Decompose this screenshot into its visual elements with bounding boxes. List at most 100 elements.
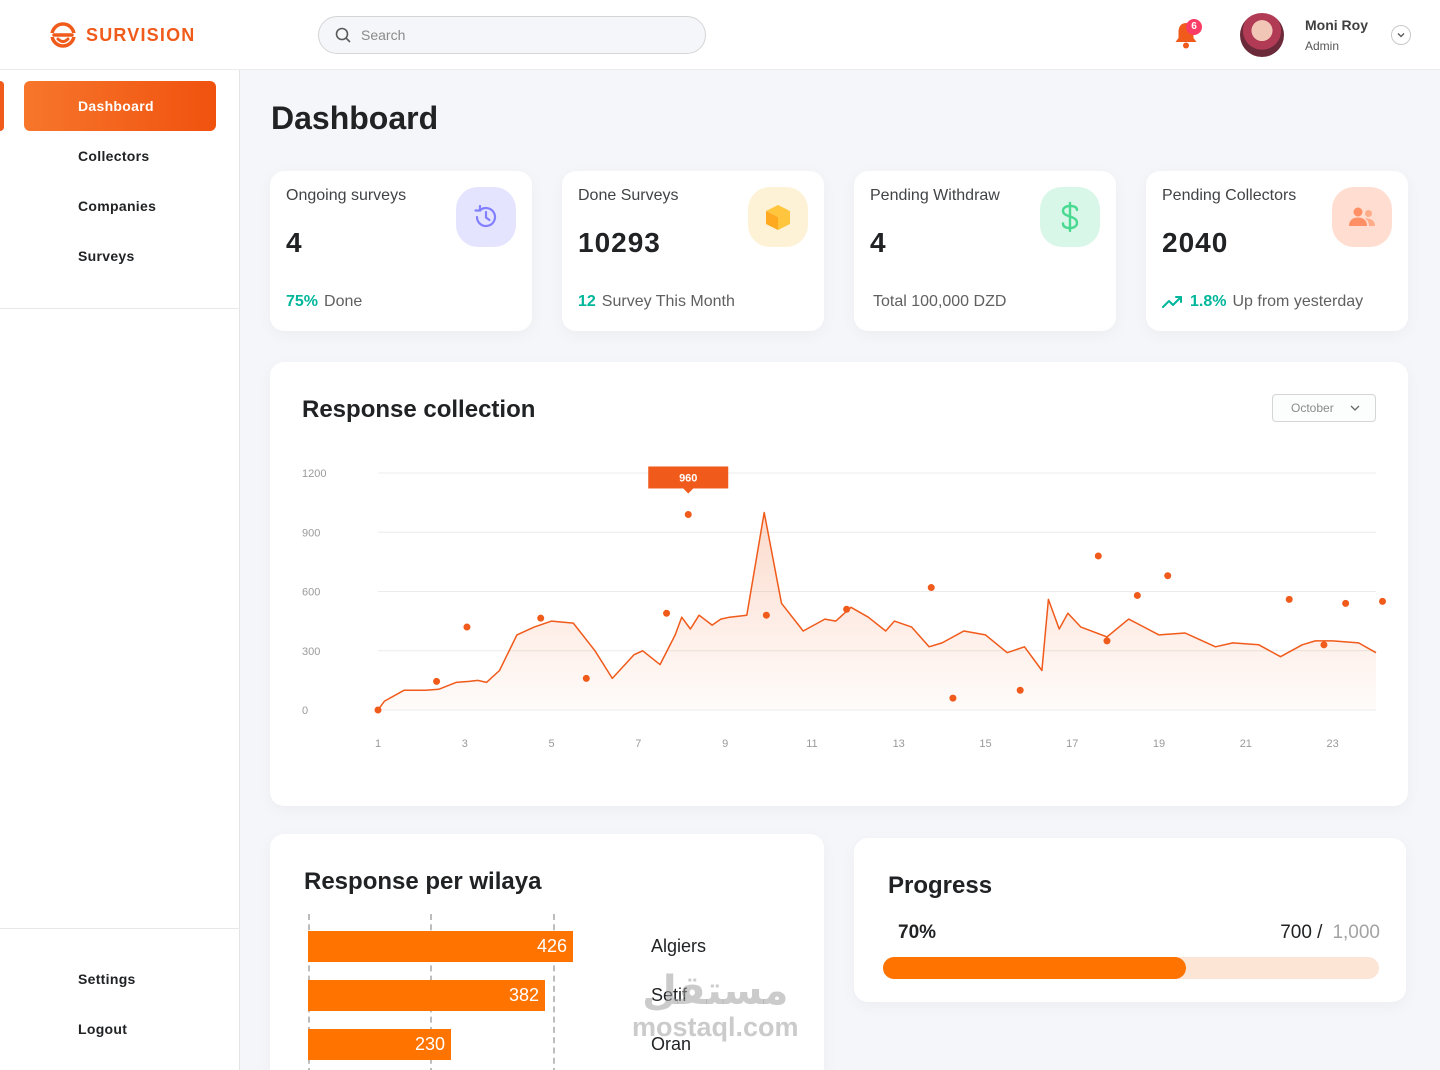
data-point bbox=[463, 623, 471, 631]
data-point bbox=[1320, 641, 1328, 649]
bar-category-label: Algiers bbox=[651, 936, 707, 956]
wilaya-chart-title: Response per wilaya bbox=[304, 868, 542, 895]
series-area bbox=[378, 512, 1376, 710]
chevron-down-icon bbox=[1397, 33, 1405, 38]
notification-count-badge: 6 bbox=[1186, 19, 1202, 35]
progress-bar bbox=[883, 957, 1379, 979]
x-tick-label: 21 bbox=[1240, 738, 1252, 750]
progress-count: 700 / 1,000 bbox=[1280, 922, 1380, 944]
stat-footer: Total 100,000 DZD bbox=[873, 293, 1006, 311]
data-point bbox=[1342, 599, 1350, 607]
data-point bbox=[1164, 572, 1172, 580]
stat-value: 4 bbox=[286, 227, 303, 258]
stat-footer-text: Done bbox=[324, 293, 363, 310]
progress-card: Progress 70% 700 / 1,000 bbox=[854, 838, 1406, 1002]
survision-logo-icon bbox=[49, 22, 77, 48]
y-tick-label: 900 bbox=[302, 527, 320, 539]
stat-label: Pending Collectors bbox=[1162, 187, 1297, 204]
search-input[interactable] bbox=[361, 27, 661, 43]
stat-footer-text: Up from yesterday bbox=[1232, 293, 1364, 310]
data-point bbox=[433, 677, 441, 685]
progress-title: Progress bbox=[888, 872, 993, 899]
month-select[interactable]: October bbox=[1272, 394, 1376, 422]
sidebar-item-settings[interactable]: Settings bbox=[78, 971, 136, 987]
user-name: Moni Roy bbox=[1305, 17, 1368, 33]
data-point bbox=[927, 584, 935, 592]
sidebar-divider bbox=[0, 308, 240, 309]
peak-tooltip-label: 960 bbox=[679, 472, 697, 484]
avatar[interactable] bbox=[1240, 13, 1284, 57]
bar-gridline bbox=[553, 914, 555, 1070]
stat-highlight: 12 bbox=[578, 293, 596, 310]
sidebar: Dashboard Collectors Companies Surveys S… bbox=[0, 70, 240, 1070]
page-title: Dashboard bbox=[271, 100, 439, 136]
response-collection-card: Response collection October 0 300 600 900 12… bbox=[270, 362, 1408, 806]
history-icon bbox=[456, 187, 516, 247]
search-box[interactable] bbox=[318, 16, 706, 54]
stat-card-ongoing-surveys: Ongoing surveys 4 75% Done bbox=[270, 171, 532, 331]
wilaya-bar-chart: 426 Algiers 382 Setif 230 Oran bbox=[270, 834, 824, 1070]
stat-card-done-surveys: Done Surveys 10293 12 Survey This Month bbox=[562, 171, 824, 331]
x-tick-label: 5 bbox=[549, 738, 555, 750]
stat-label: Done Surveys bbox=[578, 187, 679, 204]
chevron-down-icon bbox=[1350, 405, 1360, 411]
progress-current: 700 / bbox=[1280, 922, 1323, 943]
brand-logo[interactable]: SURVISION bbox=[48, 20, 196, 50]
chart-title: Response collection bbox=[302, 396, 536, 423]
data-point bbox=[582, 674, 590, 682]
data-point bbox=[1103, 637, 1111, 645]
data-point bbox=[1016, 686, 1024, 694]
data-point bbox=[684, 510, 692, 518]
stat-value: 4 bbox=[870, 227, 887, 258]
data-point bbox=[374, 706, 382, 714]
data-point bbox=[949, 694, 957, 702]
stat-label: Pending Withdraw bbox=[870, 187, 1000, 204]
stat-footer-text: Total 100,000 DZD bbox=[873, 293, 1007, 310]
month-select-value: October bbox=[1291, 401, 1334, 415]
progress-total: 1,000 bbox=[1332, 922, 1380, 943]
stat-footer: 1.8% Up from yesterday bbox=[1162, 293, 1363, 311]
sidebar-divider bbox=[0, 928, 240, 929]
stat-footer: 75% Done bbox=[286, 293, 362, 311]
data-point bbox=[762, 611, 770, 619]
sidebar-item-surveys[interactable]: Surveys bbox=[78, 248, 135, 264]
x-tick-label: 11 bbox=[806, 738, 817, 750]
x-tick-label: 15 bbox=[979, 738, 991, 750]
x-tick-label: 23 bbox=[1326, 738, 1338, 750]
x-tick-label: 9 bbox=[722, 738, 728, 750]
data-point bbox=[537, 614, 545, 622]
data-point bbox=[1094, 552, 1102, 560]
stat-card-pending-collectors: Pending Collectors 2040 1.8% Up from yes… bbox=[1146, 171, 1408, 331]
users-icon bbox=[1332, 187, 1392, 247]
x-tick-label: 17 bbox=[1066, 738, 1078, 750]
bar-oran: 230 bbox=[308, 1029, 451, 1060]
dollar-icon bbox=[1040, 187, 1100, 247]
x-tick-label: 7 bbox=[635, 738, 641, 750]
y-tick-label: 300 bbox=[302, 646, 320, 658]
search-icon bbox=[335, 27, 351, 43]
peak-tooltip bbox=[648, 466, 729, 489]
bar-category-label: Oran bbox=[651, 1034, 692, 1054]
box-icon bbox=[748, 187, 808, 247]
user-menu-button[interactable] bbox=[1391, 25, 1411, 45]
bar-category-label: Setif bbox=[651, 985, 688, 1005]
sidebar-item-collectors[interactable]: Collectors bbox=[78, 148, 150, 164]
peak-tooltip-arrow bbox=[683, 488, 694, 494]
response-per-wilaya-card: Response per wilaya 426 Algiers 382 Setif 23… bbox=[270, 834, 824, 1070]
trending-up-icon bbox=[1162, 296, 1182, 308]
user-role: Admin bbox=[1305, 39, 1340, 53]
data-point bbox=[1379, 597, 1387, 605]
bar-algiers: 426 bbox=[308, 931, 573, 962]
data-point bbox=[1133, 591, 1141, 599]
sidebar-item-companies[interactable]: Companies bbox=[78, 198, 157, 214]
progress-bar-fill bbox=[883, 957, 1186, 979]
top-bar: SURVISION 6 Moni Roy Admin bbox=[0, 0, 1440, 70]
sidebar-item-dashboard[interactable]: Dashboard bbox=[24, 81, 216, 131]
stat-card-pending-withdraw: Pending Withdraw 4 Total 100,000 DZD bbox=[854, 171, 1116, 331]
stat-footer: 12 Survey This Month bbox=[578, 293, 735, 311]
y-tick-label: 600 bbox=[302, 587, 320, 599]
sidebar-item-logout[interactable]: Logout bbox=[78, 1021, 128, 1037]
y-tick-label: 1200 bbox=[302, 468, 326, 480]
x-tick-label: 19 bbox=[1153, 738, 1165, 750]
